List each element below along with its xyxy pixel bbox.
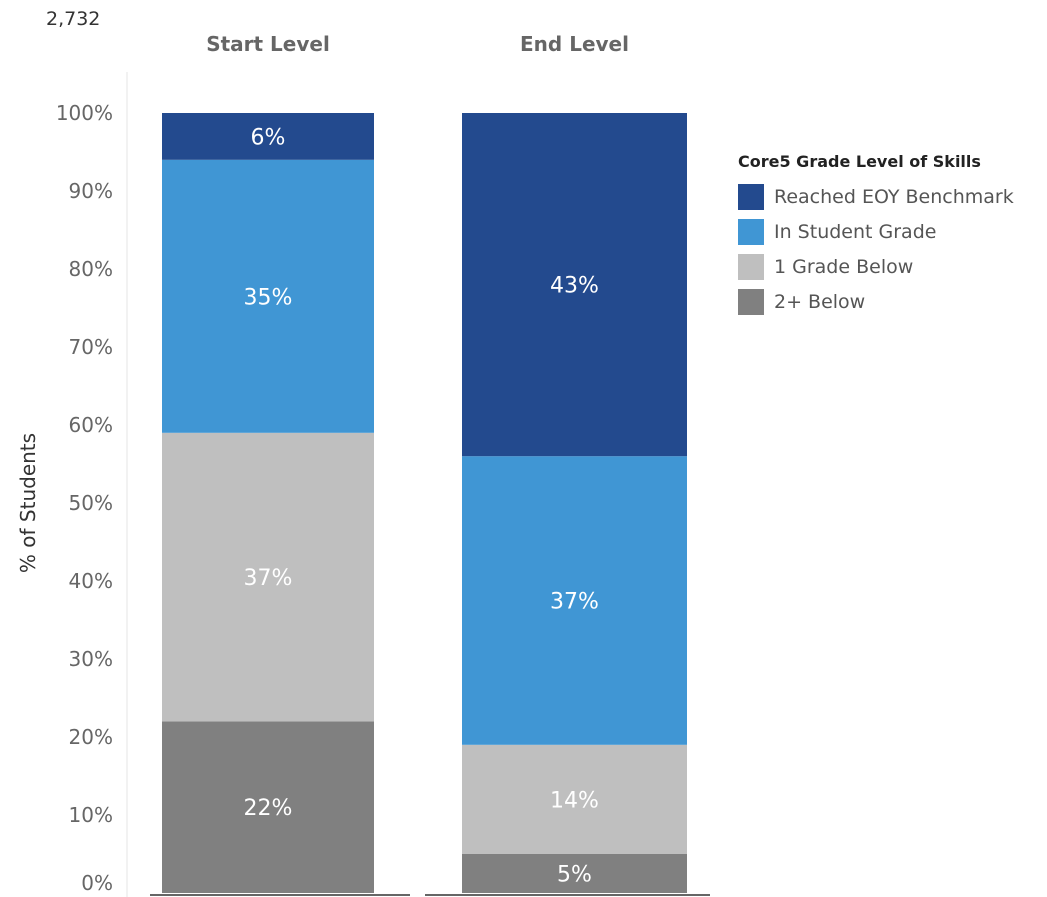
- bar-segment: [462, 854, 687, 893]
- y-tick-label: 80%: [69, 257, 113, 281]
- bar-segment: [462, 113, 687, 457]
- legend-item-2-plus-below[interactable]: 2+ Below: [738, 284, 1014, 319]
- legend-swatch: [738, 288, 764, 315]
- category-header: Start Level: [206, 32, 330, 56]
- legend: Core5 Grade Level of Skills Reached EOY …: [738, 152, 1014, 319]
- y-tick-label: 0%: [81, 871, 113, 895]
- bar-segment: [162, 432, 374, 722]
- legend-swatch: [738, 253, 764, 280]
- legend-item-1-grade-below[interactable]: 1 Grade Below: [738, 249, 1014, 284]
- y-tick-label: 10%: [69, 803, 113, 827]
- category-header: End Level: [520, 32, 629, 56]
- data-label: 14%: [550, 788, 599, 813]
- legend-label: 1 Grade Below: [774, 255, 914, 278]
- data-label: 22%: [244, 796, 293, 821]
- legend-item-reached-eoy-benchmark[interactable]: Reached EOY Benchmark: [738, 179, 1014, 214]
- legend-swatch: [738, 218, 764, 245]
- legend-title: Core5 Grade Level of Skills: [738, 152, 981, 171]
- y-tick-label: 40%: [69, 569, 113, 593]
- legend-label: In Student Grade: [774, 220, 937, 243]
- legend-item-in-student-grade[interactable]: In Student Grade: [738, 214, 1014, 249]
- data-label: 5%: [557, 863, 592, 888]
- bar-segment: [462, 744, 687, 854]
- y-tick-label: 70%: [69, 335, 113, 359]
- y-tick-label: 60%: [69, 413, 113, 437]
- y-tick-label: 20%: [69, 725, 113, 749]
- bar-segment: [162, 159, 374, 433]
- student-count: 2,732: [46, 8, 101, 30]
- bar-segment: [162, 113, 374, 160]
- y-axis-label: % of Students: [16, 433, 40, 573]
- data-label: 43%: [550, 274, 599, 299]
- bar-segment: [162, 721, 374, 893]
- y-tick-label: 90%: [69, 179, 113, 203]
- bar-segment: [462, 456, 687, 745]
- y-tick-label: 50%: [69, 491, 113, 515]
- y-tick-label: 100%: [56, 101, 113, 125]
- data-label: 37%: [550, 590, 599, 615]
- data-label: 6%: [251, 125, 286, 150]
- legend-label: 2+ Below: [774, 290, 866, 313]
- legend-swatch: [738, 183, 764, 210]
- data-label: 35%: [244, 285, 293, 310]
- y-tick-label: 30%: [69, 647, 113, 671]
- legend-label: Reached EOY Benchmark: [774, 185, 1014, 208]
- data-label: 37%: [244, 566, 293, 591]
